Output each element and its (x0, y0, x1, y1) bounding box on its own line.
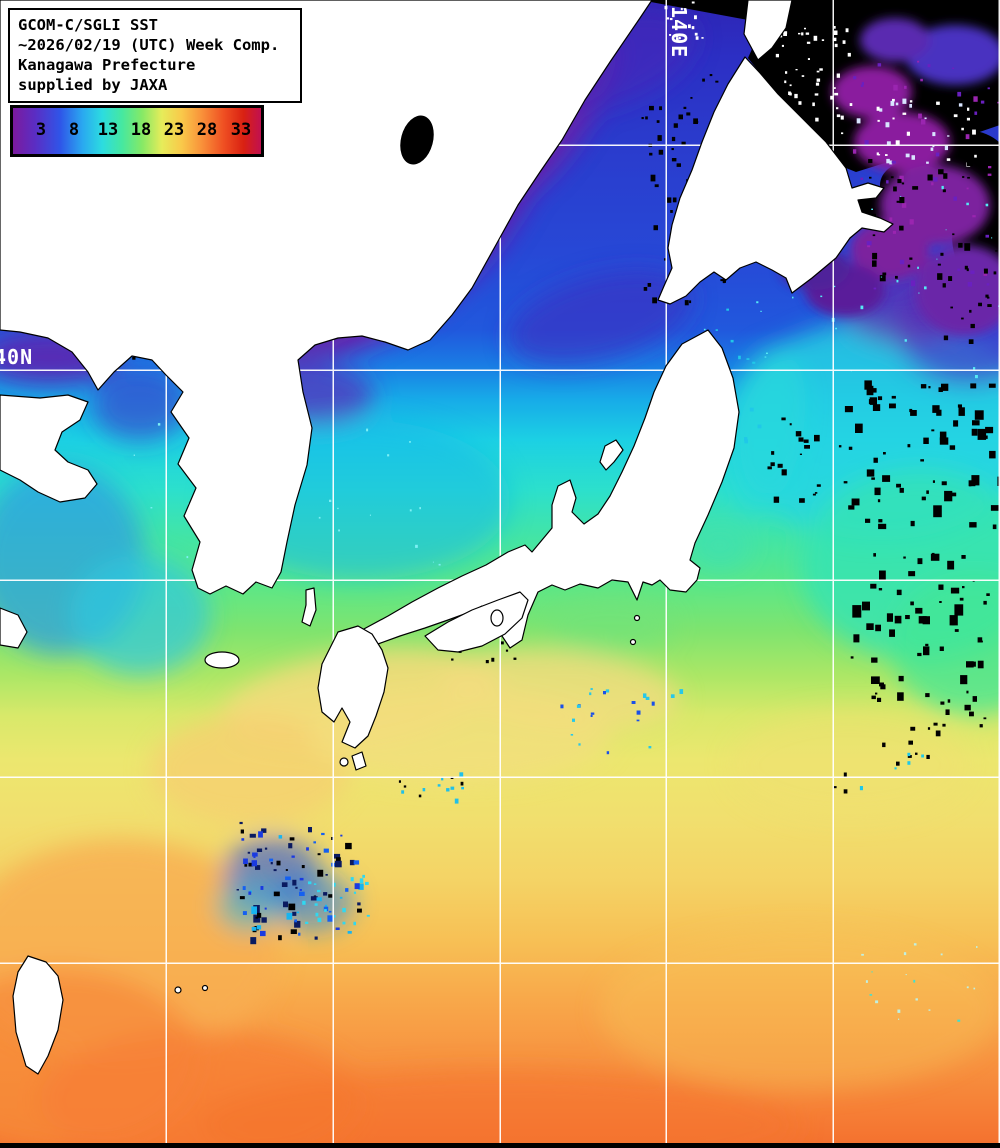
land-okinawa-islet-1 (174, 986, 182, 994)
land-jeju-island (204, 651, 240, 669)
lake-khanka-no-data (400, 115, 434, 165)
colorbar-tick: 8 (68, 120, 80, 140)
title-info-box: GCOM-C/SGLI SST ~2026/02/19 (UTC) Week C… (8, 8, 302, 103)
land-izu-island-2 (629, 638, 637, 646)
prefecture-line: Kanagawa Prefecture (18, 56, 196, 74)
colorbar-tick: 28 (196, 120, 218, 140)
credit-line: supplied by JAXA (18, 76, 168, 94)
land-yakushima (339, 757, 349, 767)
land-izu-island-1 (633, 614, 641, 622)
land-tsushima (301, 587, 317, 627)
colorbar-tick: 33 (230, 120, 252, 140)
land-china-shandong (0, 394, 98, 503)
land-awaji-island (490, 609, 504, 627)
temperature-colorbar: 3 8 13 18 23 28 33 (10, 105, 264, 157)
land-sado-island (599, 439, 624, 471)
latitude-label: 40N (0, 345, 33, 369)
longitude-label: 140E (667, 6, 691, 58)
land-honshu (334, 329, 740, 663)
colorbar-tick: 18 (130, 120, 152, 140)
product-name: GCOM-C/SGLI SST (18, 16, 158, 34)
land-tanegashima (351, 751, 367, 771)
colorbar-tick: 23 (163, 120, 185, 140)
land-sakhalin (743, 0, 793, 61)
bottom-border-bar (0, 1143, 1000, 1148)
land-taiwan (12, 955, 64, 1075)
land-hokkaido (657, 56, 894, 305)
land-kyushu (317, 625, 389, 749)
colorbar-tick: 3 (35, 120, 47, 140)
colorbar-tick: 13 (97, 120, 119, 140)
date-line: ~2026/02/19 (UTC) Week Comp. (18, 36, 280, 54)
land-okinawa-islet-2 (201, 984, 209, 992)
land-china-coast (0, 607, 28, 649)
land-shikoku (424, 591, 529, 653)
